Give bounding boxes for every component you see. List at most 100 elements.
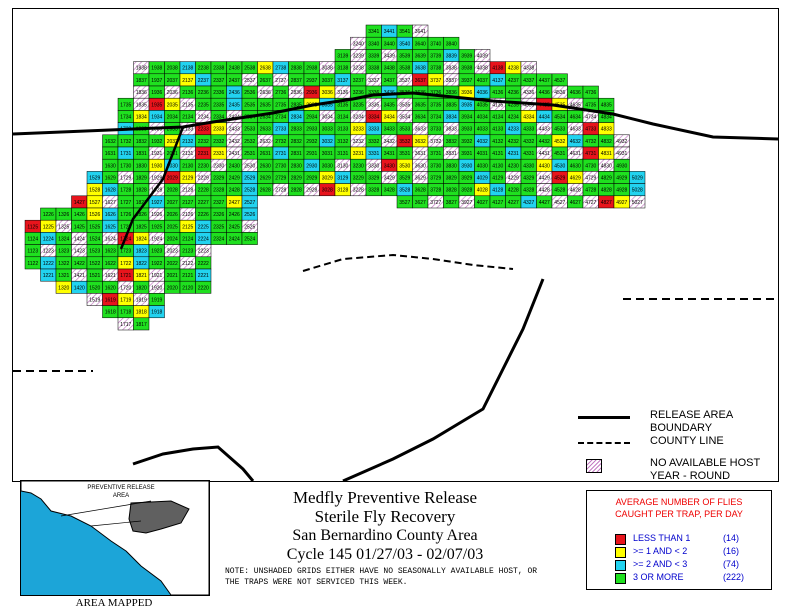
grid-cell-label: 3428 xyxy=(384,188,395,194)
grid-cell-label: 2028 xyxy=(167,188,178,194)
grid-cell: 1836 xyxy=(133,85,150,99)
map-frame: 3341 3441 3541 3641 3240 3340 3440 3540 3640 3740… xyxy=(12,8,779,482)
grid-cell: 4830 xyxy=(598,158,615,172)
grid-cell: 2335 xyxy=(210,97,227,111)
grid-cell-label: 2129 xyxy=(182,176,193,182)
grid-cell-label: 4927 xyxy=(616,200,627,206)
grid-cell-label: 3638 xyxy=(415,66,426,72)
grid-cell-label: 2937 xyxy=(306,78,317,84)
grid-cell: 4033 xyxy=(474,122,491,136)
grid-cell: 4434 xyxy=(536,110,553,123)
grid-cell: 3730 xyxy=(427,158,444,172)
grid-cell: 1125 xyxy=(24,219,41,233)
grid-cell-label: 4829 xyxy=(601,176,612,182)
grid-cell: 4230 xyxy=(505,158,522,172)
legend-county: COUNTY LINE xyxy=(578,435,778,451)
grid-cell: 2326 xyxy=(210,207,227,221)
grid-cell-label: 4336 xyxy=(523,90,534,96)
grid-cell-label: 3432 xyxy=(384,139,395,145)
grid-cell-label: 2222 xyxy=(198,261,209,267)
grid-cell: 2527 xyxy=(241,195,258,209)
flies-legend-row: LESS THAN 1 (14) xyxy=(615,533,765,545)
grid-cell: 5029 xyxy=(629,171,646,184)
grid-cell-label: 2223 xyxy=(198,249,209,255)
grid-cell: 4131 xyxy=(489,146,506,160)
grid-cell-label: 3933 xyxy=(461,127,472,133)
grid-cell-label: 4132 xyxy=(492,139,503,145)
grid-cell: 4430 xyxy=(536,158,553,172)
grid-cell-label: 3728 xyxy=(430,188,441,194)
grid-cell-label: 3531 xyxy=(399,151,410,157)
grid-cell-label: 3237 xyxy=(353,78,364,84)
grid-cell-label: 1519 xyxy=(89,298,100,304)
grid-cell: 1722 xyxy=(117,256,134,270)
grid-cell: 4235 xyxy=(505,97,522,111)
grid-cell-label: 4527 xyxy=(554,200,565,206)
grid-cell: 3231 xyxy=(350,146,367,160)
grid-cell-label: 4333 xyxy=(523,127,534,133)
grid-cell-label: 1918 xyxy=(151,310,162,316)
grid-cell-label: 2235 xyxy=(198,102,209,108)
grid-cell: 1525 xyxy=(86,219,103,233)
grid-cell-label: 3234 xyxy=(353,115,364,121)
grid-cell-label: 1832 xyxy=(136,139,147,145)
grid-cell-label: 2333 xyxy=(213,127,224,133)
grid-cell-label: 3835 xyxy=(446,102,457,108)
grid-cell-label: 3731 xyxy=(430,151,441,157)
grid-cell-label: 3739 xyxy=(430,54,441,60)
grid-cell: 2837 xyxy=(288,73,305,87)
grid-cell-label: 1919 xyxy=(151,298,162,304)
grid-cell-label: 2335 xyxy=(213,102,224,108)
grid-cell-label: 2529 xyxy=(244,176,255,182)
flies-legend-title-line2: CAUGHT PER TRAP, PER DAY xyxy=(615,509,743,519)
grid-cell: 2632 xyxy=(257,134,274,148)
grid-cell-label: 4635 xyxy=(570,102,581,108)
grid-cell-label: 2535 xyxy=(244,102,255,108)
grid-cell: 4927 xyxy=(613,195,630,209)
grid-cell-label: 4231 xyxy=(508,151,519,157)
grid-cell: 3635 xyxy=(412,97,429,111)
grid-cell-label: 3228 xyxy=(353,188,364,194)
grid-cell-label: 3631 xyxy=(415,151,426,157)
grid-cell-label: 1829 xyxy=(136,176,147,182)
grid-cell-label: 1123 xyxy=(27,249,38,255)
grid-cell-label: 3639 xyxy=(415,54,426,60)
grid-cell: 3329 xyxy=(365,171,382,184)
grid-cell: 4237 xyxy=(505,73,522,87)
grid-cell-label: 2332 xyxy=(213,139,224,145)
grid-cell: 4039 xyxy=(474,49,491,62)
grid-cell: 2933 xyxy=(303,122,320,136)
grid-cell-label: 3136 xyxy=(337,90,348,96)
grid-cell: 2223 xyxy=(195,244,212,258)
grid-cell-label: 4432 xyxy=(539,139,550,145)
grid-cell: 1921 xyxy=(148,268,165,282)
flies-legend: AVERAGE NUMBER OF FLIES CAUGHT PER TRAP,… xyxy=(586,490,772,590)
grid-cell-label: 3839 xyxy=(446,54,457,60)
grid-cell-label: 2138 xyxy=(182,66,193,72)
grid-cell: 1221 xyxy=(40,268,57,282)
grid-cell-label: 1630 xyxy=(105,163,116,169)
grid-cell-label: 4537 xyxy=(554,78,565,84)
grid-cell-label: 2338 xyxy=(213,66,224,72)
grid-cell: 4032 xyxy=(474,134,491,148)
grid-cell-label: 2128 xyxy=(182,188,193,194)
grid-cell-label: 4534 xyxy=(554,115,565,121)
grid-cell: 4229 xyxy=(505,171,522,184)
grid-cell-label: 3537 xyxy=(399,78,410,84)
grid-cell-label: 2325 xyxy=(213,224,224,230)
grid-cell-label: 4327 xyxy=(523,200,534,206)
grid-cell: 2438 xyxy=(226,61,243,75)
grid-cell-label: 1125 xyxy=(27,224,38,230)
grid-cell-label: 2121 xyxy=(182,273,193,279)
grid-cell: 1623 xyxy=(102,244,119,258)
grid-cell: 2020 xyxy=(164,280,181,294)
grid-cell-label: 1622 xyxy=(105,261,116,267)
grid-cell: 1122 xyxy=(24,256,41,270)
grid-cell: 4132 xyxy=(489,134,506,148)
grid-cell: 1717 xyxy=(117,317,134,331)
grid-cell-label: 4831 xyxy=(601,151,612,157)
grid-cell: 2122 xyxy=(179,256,196,270)
grid-cell-label: 2635 xyxy=(260,102,271,108)
grid-cell: 3233 xyxy=(350,122,367,136)
flies-legend-count: (222) xyxy=(723,572,745,582)
